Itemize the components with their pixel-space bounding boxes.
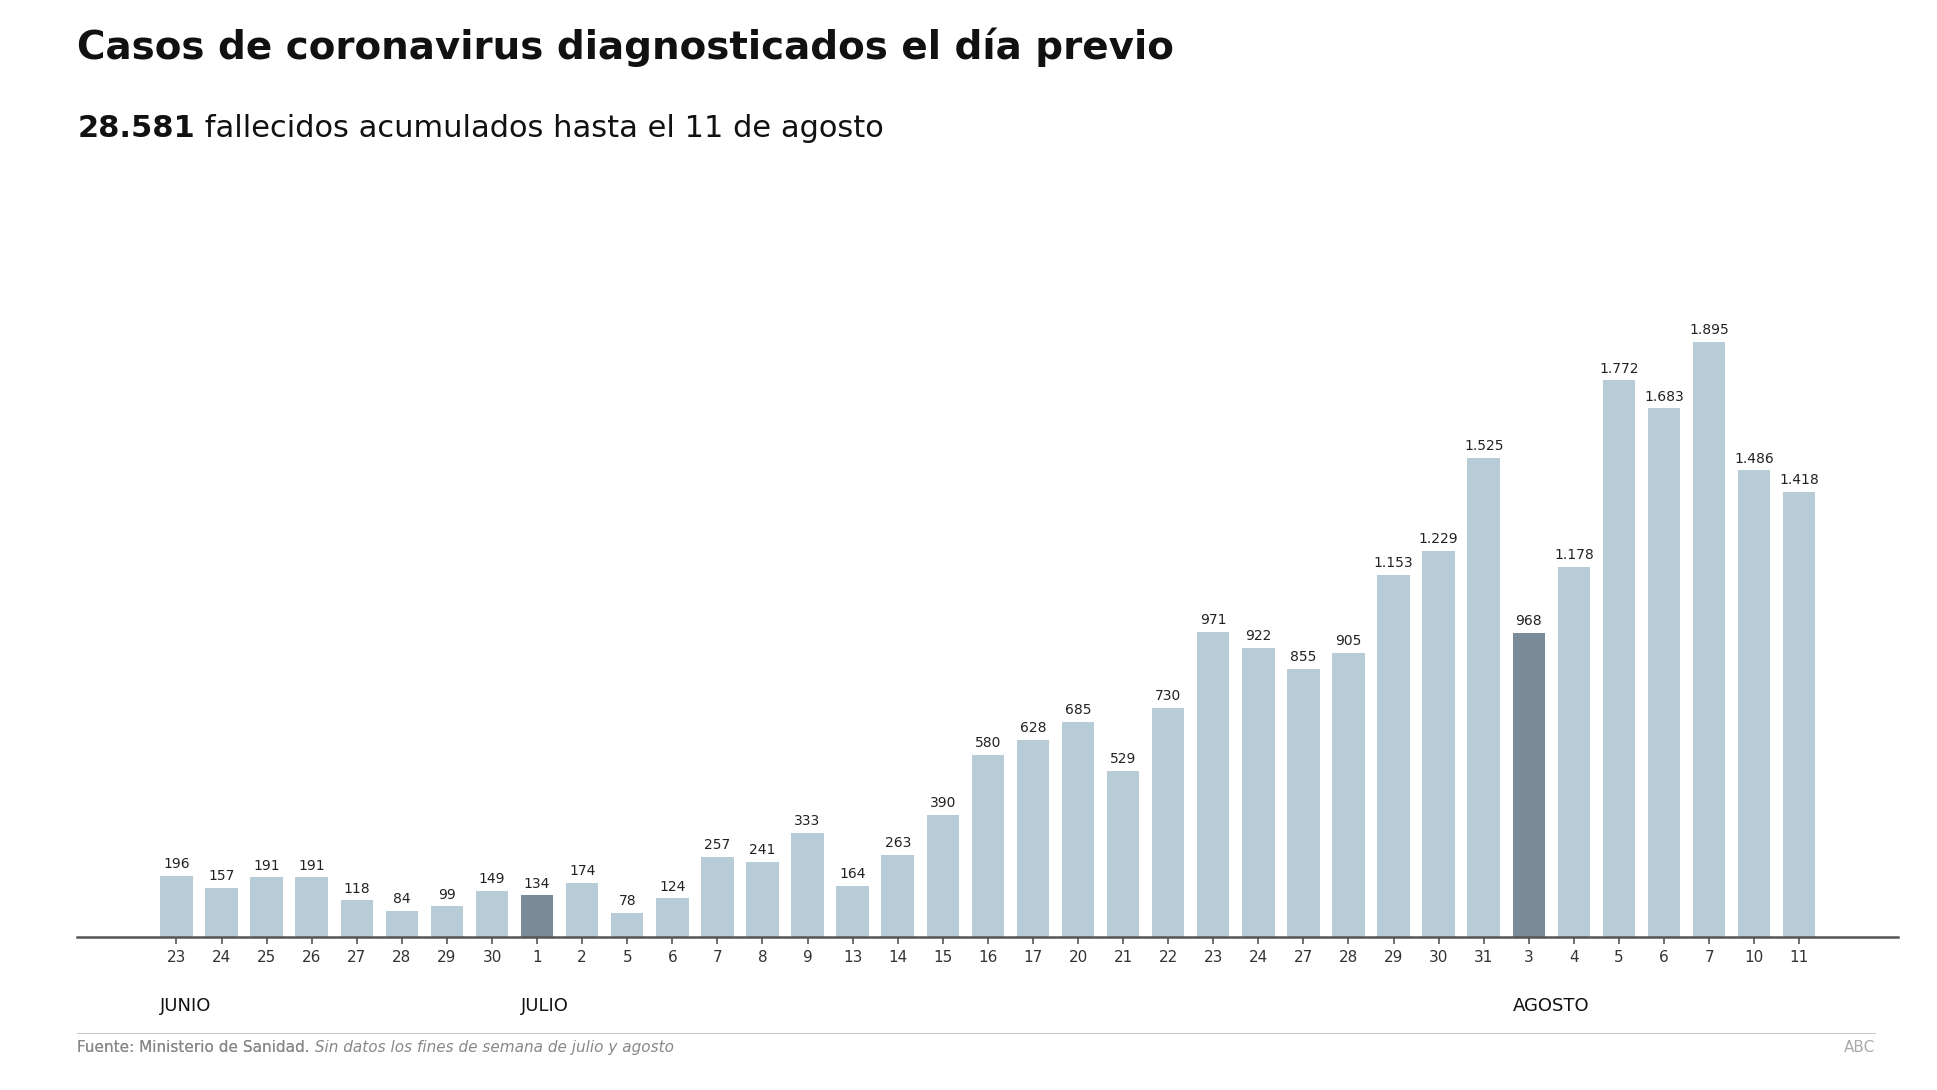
Text: ABC: ABC bbox=[1844, 1040, 1875, 1055]
Bar bbox=[1153, 707, 1184, 937]
Bar bbox=[881, 855, 914, 937]
Text: AGOSTO: AGOSTO bbox=[1513, 997, 1588, 1016]
Text: 1.895: 1.895 bbox=[1689, 323, 1730, 337]
Text: 196: 196 bbox=[163, 857, 190, 871]
Text: 333: 333 bbox=[794, 814, 821, 828]
Text: JULIO: JULIO bbox=[521, 997, 569, 1016]
Text: 174: 174 bbox=[569, 864, 595, 877]
Text: Casos de coronavirus diagnosticados el día previo: Casos de coronavirus diagnosticados el d… bbox=[77, 27, 1174, 66]
Bar bbox=[1197, 632, 1230, 937]
Text: 1.178: 1.178 bbox=[1553, 548, 1594, 562]
Text: 257: 257 bbox=[705, 838, 730, 852]
Text: 1.683: 1.683 bbox=[1645, 390, 1683, 403]
Text: 580: 580 bbox=[974, 737, 1001, 750]
Bar bbox=[205, 888, 238, 937]
Bar bbox=[161, 875, 192, 937]
Bar bbox=[1737, 470, 1770, 937]
Text: 968: 968 bbox=[1515, 615, 1542, 629]
Text: 905: 905 bbox=[1335, 634, 1362, 649]
Text: 529: 529 bbox=[1110, 752, 1137, 766]
Bar bbox=[250, 877, 283, 937]
Text: 191: 191 bbox=[298, 859, 325, 873]
Bar bbox=[1017, 740, 1050, 937]
Bar bbox=[430, 906, 463, 937]
Text: 149: 149 bbox=[478, 872, 506, 886]
Bar bbox=[972, 755, 1003, 937]
Text: fallecidos acumulados hasta el 11 de agosto: fallecidos acumulados hasta el 11 de ago… bbox=[196, 114, 883, 144]
Text: 1.229: 1.229 bbox=[1418, 532, 1459, 546]
Bar bbox=[1602, 380, 1635, 937]
Bar bbox=[701, 857, 734, 937]
Bar bbox=[1557, 567, 1590, 937]
Bar bbox=[1693, 342, 1726, 937]
Bar bbox=[1288, 668, 1319, 937]
Bar bbox=[657, 898, 688, 937]
Bar bbox=[1106, 771, 1139, 937]
Bar bbox=[477, 891, 507, 937]
Text: 134: 134 bbox=[523, 876, 550, 891]
Bar bbox=[341, 900, 374, 937]
Text: 971: 971 bbox=[1201, 614, 1226, 628]
Text: 164: 164 bbox=[839, 868, 866, 881]
Text: 855: 855 bbox=[1290, 650, 1317, 664]
Text: Fuente: Ministerio de Sanidad.: Fuente: Ministerio de Sanidad. bbox=[77, 1040, 310, 1055]
Text: 1.486: 1.486 bbox=[1734, 451, 1774, 465]
Text: 191: 191 bbox=[254, 859, 281, 873]
Text: 1.772: 1.772 bbox=[1600, 362, 1639, 376]
Text: 84: 84 bbox=[393, 893, 411, 906]
Text: 390: 390 bbox=[930, 796, 957, 810]
Bar bbox=[1422, 552, 1455, 937]
Bar bbox=[837, 886, 870, 937]
Bar bbox=[1377, 576, 1410, 937]
Text: 628: 628 bbox=[1019, 722, 1046, 736]
Bar bbox=[1242, 647, 1275, 937]
Text: 263: 263 bbox=[885, 836, 910, 850]
Bar bbox=[566, 883, 599, 937]
Bar bbox=[746, 862, 779, 937]
Text: 241: 241 bbox=[750, 843, 775, 857]
Bar bbox=[1333, 653, 1366, 937]
Text: 922: 922 bbox=[1245, 629, 1271, 643]
Text: 730: 730 bbox=[1154, 689, 1182, 703]
Text: Sin datos los fines de semana de julio y agosto: Sin datos los fines de semana de julio y… bbox=[310, 1040, 674, 1055]
Bar bbox=[296, 877, 327, 937]
Text: 1.153: 1.153 bbox=[1373, 556, 1414, 570]
Text: Fuente: Ministerio de Sanidad.: Fuente: Ministerio de Sanidad. bbox=[77, 1040, 310, 1055]
Bar bbox=[610, 913, 643, 937]
Text: 1.418: 1.418 bbox=[1780, 473, 1819, 487]
Text: 78: 78 bbox=[618, 894, 635, 908]
Text: 28.581: 28.581 bbox=[77, 114, 196, 144]
Text: 99: 99 bbox=[438, 887, 455, 901]
Text: 157: 157 bbox=[209, 870, 234, 883]
Text: 118: 118 bbox=[343, 882, 370, 896]
Bar bbox=[1061, 722, 1094, 937]
Text: 1.525: 1.525 bbox=[1464, 439, 1503, 453]
Bar bbox=[385, 911, 418, 937]
Text: 124: 124 bbox=[659, 880, 686, 894]
Bar bbox=[1784, 492, 1815, 937]
Bar bbox=[1468, 458, 1499, 937]
Bar bbox=[1513, 633, 1546, 937]
Bar bbox=[792, 833, 823, 937]
Text: JUNIO: JUNIO bbox=[161, 997, 211, 1016]
Bar bbox=[521, 895, 554, 937]
Bar bbox=[926, 815, 959, 937]
Bar bbox=[1648, 409, 1679, 937]
Text: 685: 685 bbox=[1065, 703, 1091, 717]
